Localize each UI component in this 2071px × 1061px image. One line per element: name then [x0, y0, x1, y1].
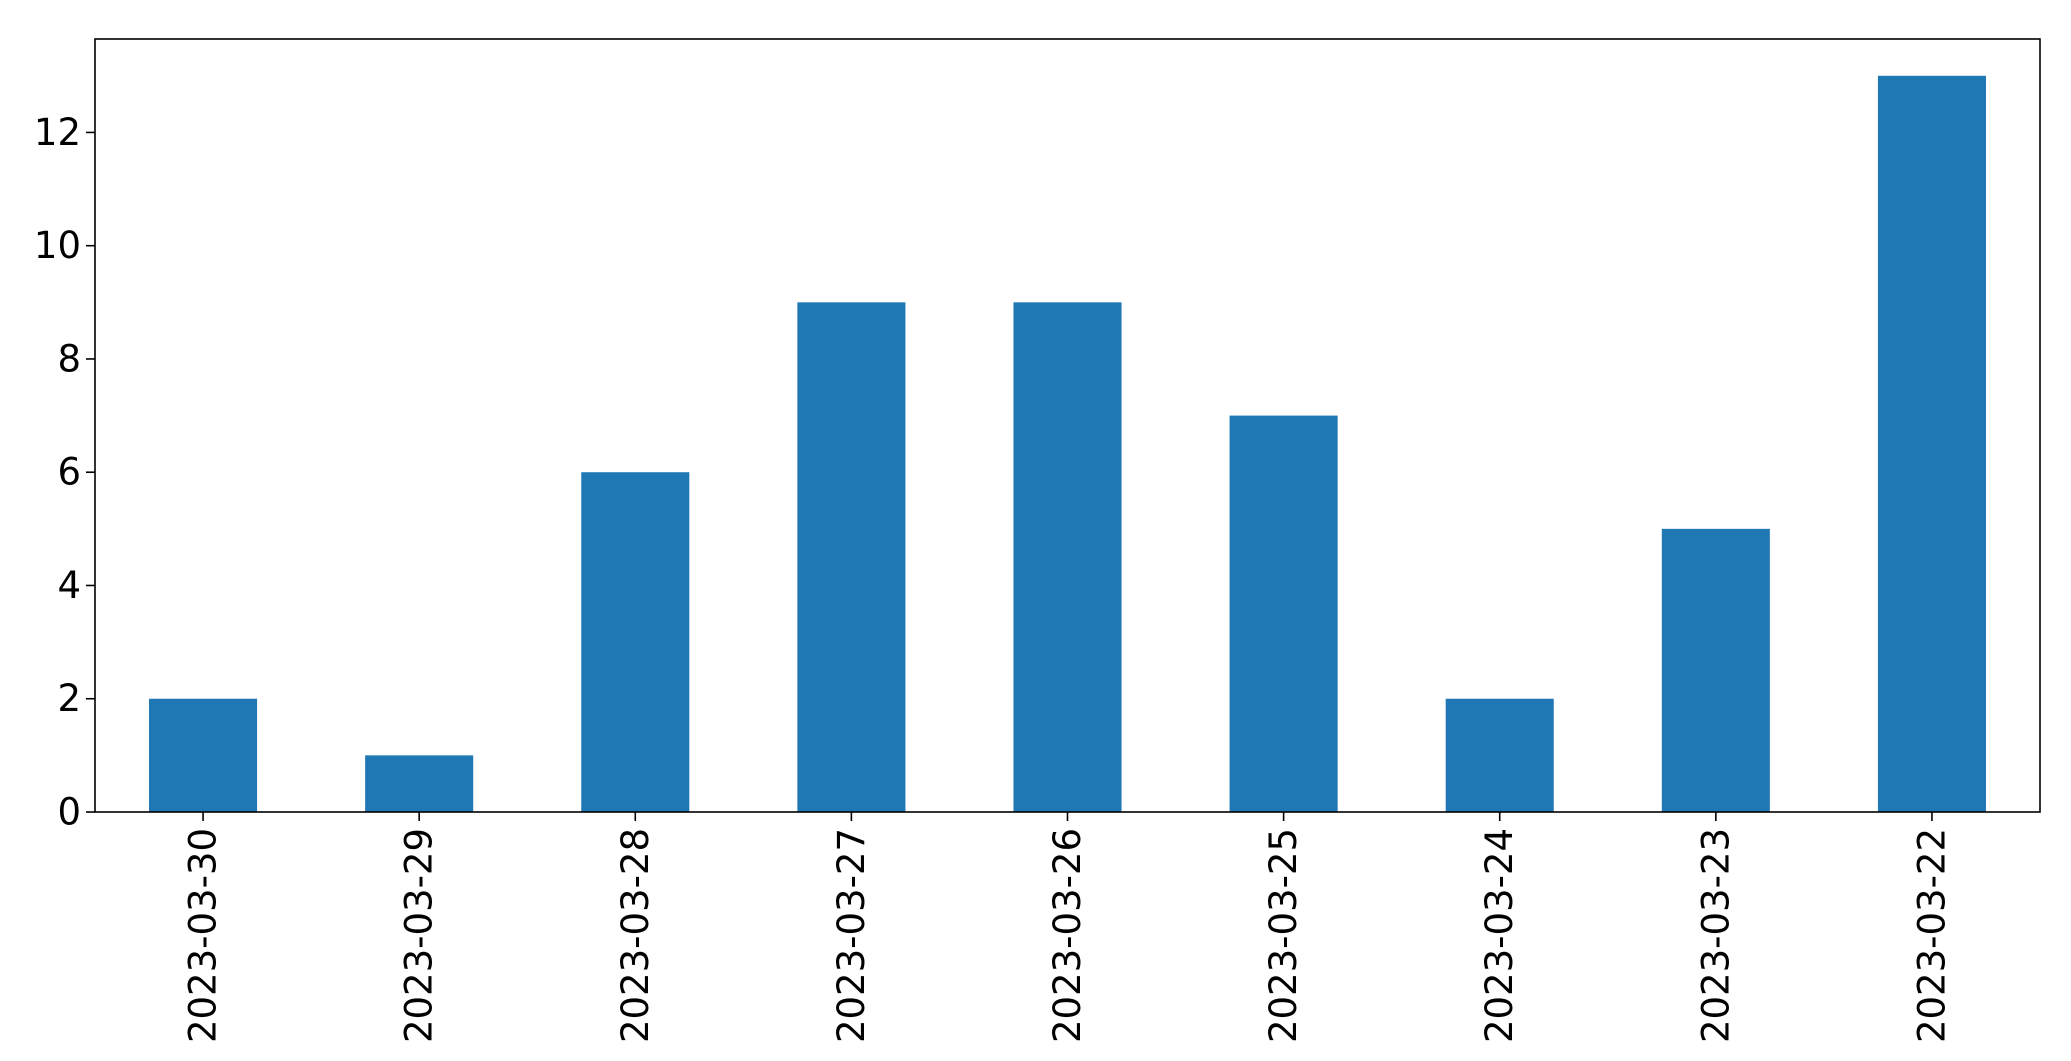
x-axis-ticks: 2023-03-30 2023-03-29 2023-03-28 2023-03-27… — [182, 812, 1953, 1043]
y-tick-label: 4 — [57, 564, 81, 607]
bar-2023-03-24 — [1445, 698, 1554, 812]
bar-2023-03-29 — [365, 755, 474, 812]
bars-group — [149, 75, 1986, 813]
x-tick-label: 2023-03-23 — [1694, 828, 1737, 1043]
y-tick-label: 2 — [57, 677, 81, 720]
x-tick-label: 2023-03-30 — [182, 828, 225, 1043]
x-tick-label: 2023-03-25 — [1262, 828, 1305, 1043]
bar-2023-03-25 — [1229, 415, 1338, 812]
bar-2023-03-27 — [797, 302, 906, 812]
x-tick-label: 2023-03-24 — [1478, 828, 1521, 1043]
bar-2023-03-30 — [149, 698, 258, 812]
bar-2023-03-23 — [1661, 528, 1770, 812]
x-tick-label: 2023-03-28 — [614, 828, 657, 1043]
x-tick-label: 2023-03-26 — [1046, 828, 1089, 1043]
y-tick-label: 0 — [57, 791, 81, 834]
y-tick-label: 10 — [34, 224, 81, 267]
bar-2023-03-22 — [1877, 75, 1986, 813]
bar-2023-03-26 — [1013, 302, 1122, 812]
y-tick-label: 12 — [34, 111, 81, 154]
y-tick-label: 6 — [57, 451, 81, 494]
plot-frame — [94, 38, 2041, 813]
x-tick-label: 2023-03-22 — [1910, 828, 1953, 1043]
x-tick-label: 2023-03-27 — [830, 828, 873, 1043]
y-axis-ticks: 0 2 4 6 8 10 12 — [34, 111, 95, 834]
bar-2023-03-28 — [581, 472, 690, 812]
x-tick-label: 2023-03-29 — [398, 828, 441, 1043]
y-tick-label: 8 — [57, 337, 81, 380]
